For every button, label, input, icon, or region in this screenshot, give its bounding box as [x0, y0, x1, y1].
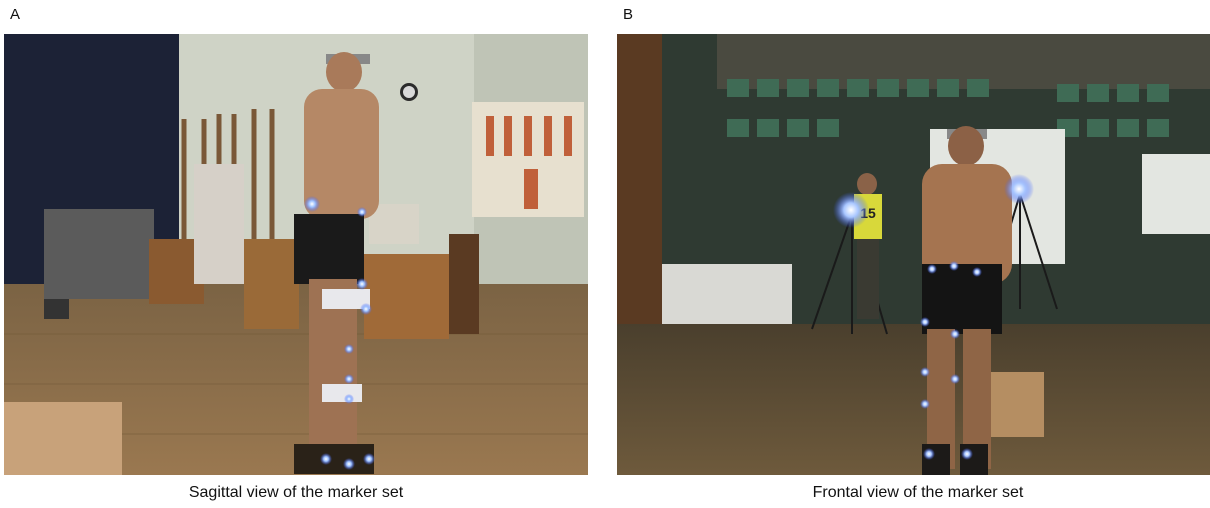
marker-glows [304, 196, 375, 470]
panel-a-scene [4, 34, 588, 475]
panel-b-caption: Frontal view of the marker set [812, 484, 1024, 501]
subject-figure-frontal [922, 126, 1012, 475]
marker-glows-frontal [920, 261, 982, 460]
panel-a-photo [4, 34, 588, 475]
panel-b-scene: 15 [617, 34, 1210, 475]
panel-a-caption: Sagittal view of the marker set [188, 484, 404, 501]
panel-a-letter: A [10, 6, 21, 23]
panel-b-letter: B [623, 6, 634, 23]
panel-b-photo: 15 [617, 34, 1210, 475]
